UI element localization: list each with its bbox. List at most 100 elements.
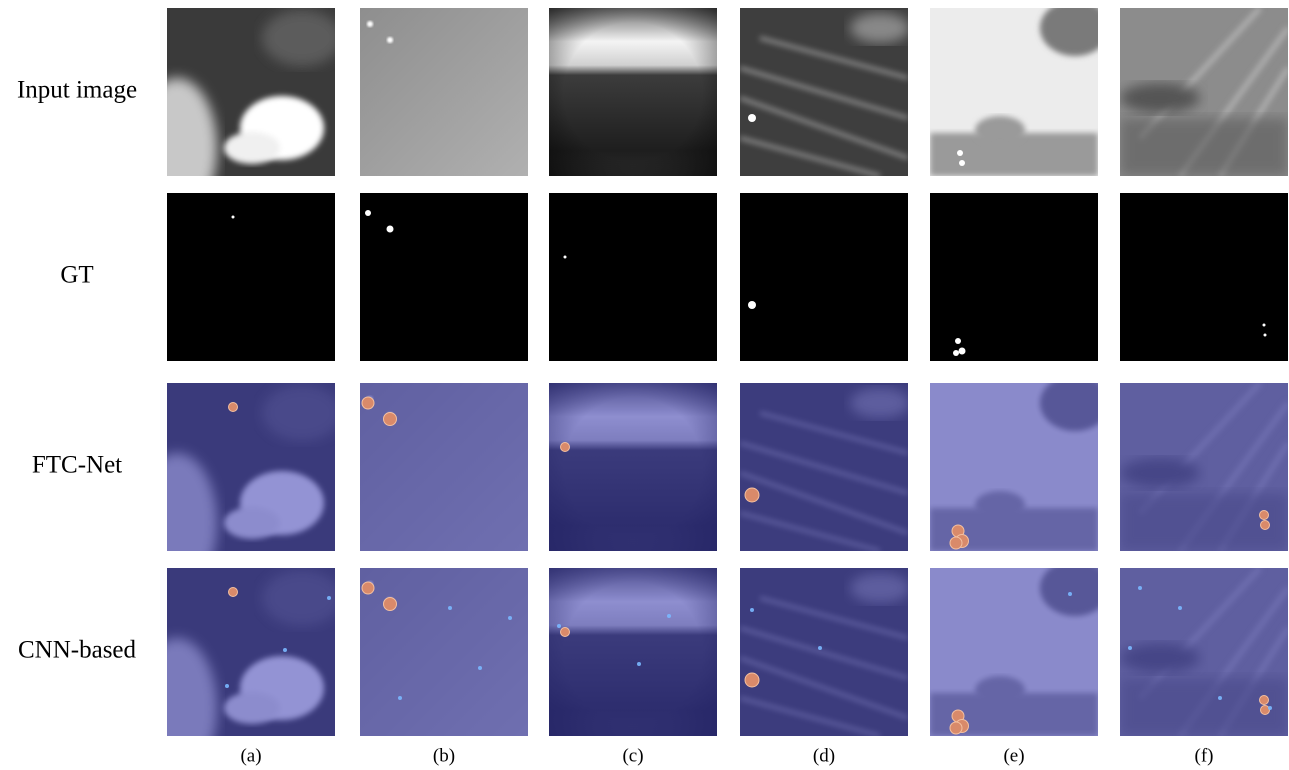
panel (930, 0, 1110, 176)
panel (930, 375, 1110, 551)
panel (740, 8, 910, 176)
detection (745, 488, 759, 502)
gt-mask (167, 193, 335, 361)
gt-target (959, 348, 966, 355)
figure: (a) (b) (c) (d) (e) (f) Input image GT FTC-Net CN… (0, 0, 1289, 770)
detection (362, 582, 374, 594)
panel (740, 383, 910, 551)
response (398, 696, 402, 700)
detection (229, 403, 238, 412)
detection (1260, 511, 1269, 520)
heatmap-overlay (167, 383, 335, 551)
row-label: CNN-based (18, 637, 137, 664)
panel (1120, 8, 1288, 176)
gt-target (955, 338, 961, 344)
panel (740, 193, 908, 361)
panel (1120, 568, 1288, 736)
response (283, 648, 287, 652)
detection (384, 598, 397, 611)
image (549, 8, 717, 176)
response (448, 606, 452, 610)
response (667, 614, 671, 618)
response (327, 596, 331, 600)
column-label: (d) (813, 745, 835, 766)
column-label: (a) (240, 745, 261, 766)
detection (1261, 706, 1270, 715)
response (1068, 592, 1072, 596)
panel (930, 560, 1110, 736)
detection (561, 628, 570, 637)
panel (137, 8, 342, 218)
row-label: FTC-Net (32, 452, 122, 479)
column-label: (c) (622, 745, 643, 766)
response (508, 616, 512, 620)
heatmap-overlay (740, 568, 908, 736)
page: (a) (b) (c) (d) (e) (f) Input image GT FTC-Net CN… (0, 0, 1289, 770)
panel (137, 383, 342, 593)
panel (360, 193, 528, 361)
panel (549, 8, 717, 176)
image (740, 8, 910, 176)
response (1138, 586, 1142, 590)
column-label: (e) (1003, 745, 1024, 766)
panel (549, 568, 717, 736)
column-label: (f) (1195, 745, 1214, 766)
detection (229, 588, 238, 597)
gt-target (953, 350, 959, 356)
heatmap-overlay (549, 383, 717, 551)
response (1268, 706, 1272, 710)
response (637, 662, 641, 666)
panel (549, 383, 717, 551)
heatmap-overlay (167, 568, 335, 736)
detection (1261, 521, 1270, 530)
response (225, 684, 229, 688)
panel (360, 568, 528, 736)
detection (950, 722, 962, 734)
panel (740, 568, 910, 736)
gt-mask (740, 193, 908, 361)
response (1178, 606, 1182, 610)
response (750, 608, 754, 612)
gt-target (1263, 324, 1266, 327)
panel (167, 193, 335, 361)
response (557, 624, 561, 628)
heatmap-overlay (360, 383, 528, 551)
row-label: GT (60, 262, 93, 289)
panel (930, 193, 1098, 361)
response (818, 646, 822, 650)
image (137, 8, 342, 218)
column-label: (b) (433, 745, 455, 766)
image (360, 8, 528, 176)
detection (362, 397, 374, 409)
gt-mask (360, 193, 528, 361)
response (1128, 646, 1132, 650)
detection (745, 673, 759, 687)
gt-target (1264, 334, 1267, 337)
response (1218, 696, 1222, 700)
panel (549, 193, 717, 361)
panel (360, 8, 528, 176)
gt-mask (549, 193, 717, 361)
gt-target (564, 256, 567, 259)
heatmap-overlay (360, 568, 528, 736)
panel (137, 568, 342, 770)
gt-target (748, 301, 756, 309)
detection (1260, 696, 1269, 705)
row-label: Input image (17, 77, 137, 104)
gt-target (387, 226, 394, 233)
gt-target (232, 216, 235, 219)
panel (1120, 383, 1288, 551)
panel (360, 383, 528, 551)
detection (384, 413, 397, 426)
panel (1120, 193, 1288, 361)
response (478, 666, 482, 670)
gt-target (365, 210, 371, 216)
detection (561, 443, 570, 452)
image (930, 0, 1110, 176)
heatmap-overlay (740, 383, 908, 551)
gt-mask (930, 193, 1098, 361)
gt-mask (1120, 193, 1288, 361)
image (1120, 8, 1288, 176)
heatmap-overlay (549, 568, 717, 736)
detection (950, 537, 962, 549)
